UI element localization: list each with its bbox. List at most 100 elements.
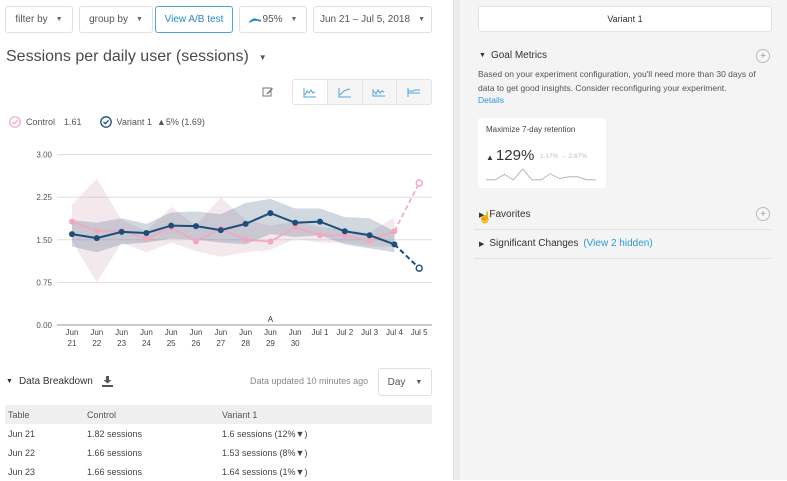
column-header[interactable]: Table (5, 405, 84, 424)
x-tick-label: 28 (241, 339, 250, 348)
x-tick-label: 25 (167, 339, 176, 348)
goal-metrics-toggle[interactable]: ▼ Goal Metrics (479, 50, 547, 61)
data-point (366, 237, 373, 244)
add-favorite-button[interactable]: + (756, 207, 770, 221)
checkbox-checked-icon (9, 116, 21, 128)
confidence-band (72, 178, 395, 283)
metric-change: ▲ 129% (486, 147, 534, 164)
table-cell: Jun 23 (8, 466, 36, 477)
chevron-right-icon: ▶ (479, 240, 485, 248)
interval-dropdown[interactable]: Day ▼ (378, 368, 432, 396)
filter-by-label: filter by (15, 14, 48, 25)
y-tick-label: 2.25 (36, 193, 52, 202)
metric-sparkline (486, 168, 596, 181)
confidence-label: 95% (262, 14, 283, 25)
legend-control[interactable]: Control 1.61 (9, 116, 82, 128)
table-cell: 1.66 sessions (87, 466, 143, 477)
data-point (391, 228, 398, 235)
data-breakdown-toggle[interactable]: ▼ Data Breakdown (6, 376, 93, 387)
series-line-projected (393, 243, 420, 269)
data-point (242, 220, 249, 227)
significant-changes-toggle[interactable]: ▶ Significant Changes (View 2 hidden) (479, 238, 653, 249)
cumulative-chart-button[interactable] (328, 80, 363, 104)
add-goal-metric-button[interactable]: + (756, 49, 770, 63)
data-breakdown-title: Data Breakdown (18, 376, 93, 387)
chevron-right-icon: ▶ (479, 211, 485, 219)
x-tick-label: Jun (140, 328, 153, 337)
step-chart-button[interactable] (397, 80, 431, 104)
x-tick-label: 22 (92, 339, 101, 348)
favorites-title: Favorites (489, 209, 531, 220)
data-point (292, 224, 299, 231)
x-tick-label: Jun (115, 328, 128, 337)
table-cell: 1.53 sessions (8%▼) (222, 447, 308, 458)
data-point (143, 229, 150, 236)
data-point (69, 218, 75, 225)
goal-metric-card[interactable]: Maximize 7-day retention ▲ 129% 1.17% → … (478, 118, 606, 188)
variant-selector-label: Variant 1 (607, 14, 643, 24)
data-point (415, 179, 423, 187)
caret-down-icon: ▼ (55, 16, 63, 23)
filter-by-dropdown[interactable]: filter by ▼ (5, 6, 73, 33)
x-tick-label: 23 (117, 339, 126, 348)
x-tick-label: Jul 5 (411, 328, 428, 337)
chevron-down-icon: ▼ (479, 52, 486, 59)
data-point (118, 228, 125, 235)
x-tick-label: Jul 3 (361, 328, 378, 337)
data-point (267, 210, 274, 217)
hand-cursor-icon: ☝ (478, 212, 492, 224)
x-tick-label: 27 (216, 339, 225, 348)
x-tick-label: Jun (214, 328, 227, 337)
table-cell: Jun 22 (8, 447, 36, 458)
group-by-dropdown[interactable]: group by ▼ (79, 6, 153, 33)
metric-name: Maximize 7-day retention (486, 125, 576, 134)
column-header[interactable]: Variant 1 (219, 405, 432, 424)
legend-variant[interactable]: Variant 1 ▲5% (1.69) (99, 116, 205, 128)
x-tick-label: 30 (291, 339, 300, 348)
view-ab-test-button[interactable]: View A/B test (155, 6, 233, 33)
confidence-band-icon (248, 17, 261, 23)
caret-down-icon: ▼ (135, 16, 143, 23)
report-title-dropdown[interactable]: Sessions per daily user (sessions) ▼ (6, 48, 267, 66)
y-tick-label: 3.00 (36, 151, 52, 160)
chart-legend: Control 1.61 Variant 1 ▲5% (1.69) (9, 116, 205, 128)
chart-type-selector (292, 79, 432, 105)
table-row: Jun 22 1.66 sessions 1.53 sessions (8%▼) (5, 443, 432, 462)
details-link[interactable]: Details (478, 95, 504, 105)
line-chart-button[interactable] (293, 80, 328, 104)
x-tick-label: Jun (90, 328, 103, 337)
favorites-toggle[interactable]: ▶ Favorites (479, 209, 531, 220)
legend-control-value: 1.61 (64, 117, 82, 127)
x-tick-label: Jun (264, 328, 277, 337)
data-point (317, 232, 323, 239)
chevron-down-icon: ▼ (6, 378, 13, 385)
annotation-marker: A (268, 315, 274, 324)
column-header[interactable]: Control (84, 405, 219, 424)
data-point (193, 238, 199, 245)
series-line-projected (393, 182, 420, 232)
variant-selector[interactable]: Variant 1 (478, 6, 772, 32)
data-point (267, 238, 274, 245)
date-range-picker[interactable]: Jun 21 – Jul 5, 2018 ▼ (313, 6, 432, 33)
x-tick-label: Jun (239, 328, 252, 337)
x-tick-label: Jun (190, 328, 203, 337)
panel-divider[interactable] (453, 0, 460, 480)
rolling-chart-button[interactable] (363, 80, 398, 104)
report-title: Sessions per daily user (sessions) (6, 48, 249, 65)
confidence-dropdown[interactable]: 95% ▼ (239, 6, 307, 33)
cumulative-chart-icon (338, 87, 351, 97)
edit-icon[interactable] (262, 86, 274, 98)
y-tick-label: 0.75 (36, 278, 52, 287)
confidence-band (72, 198, 395, 253)
caret-down-icon: ▼ (290, 16, 298, 23)
y-tick-label: 0.00 (36, 321, 52, 330)
table-cell: Jun 21 (8, 428, 36, 439)
significant-changes-title: Significant Changes (489, 238, 579, 249)
view-hidden-link[interactable]: (View 2 hidden) (583, 238, 653, 249)
view-ab-test-label: View A/B test (164, 14, 224, 25)
data-updated-text: Data updated 10 minutes ago (250, 376, 369, 386)
x-tick-label: Jun (289, 328, 302, 337)
table-row: Jun 21 1.82 sessions 1.6 sessions (12%▼) (5, 424, 432, 443)
download-icon[interactable] (102, 374, 113, 392)
group-by-label: group by (89, 14, 128, 25)
